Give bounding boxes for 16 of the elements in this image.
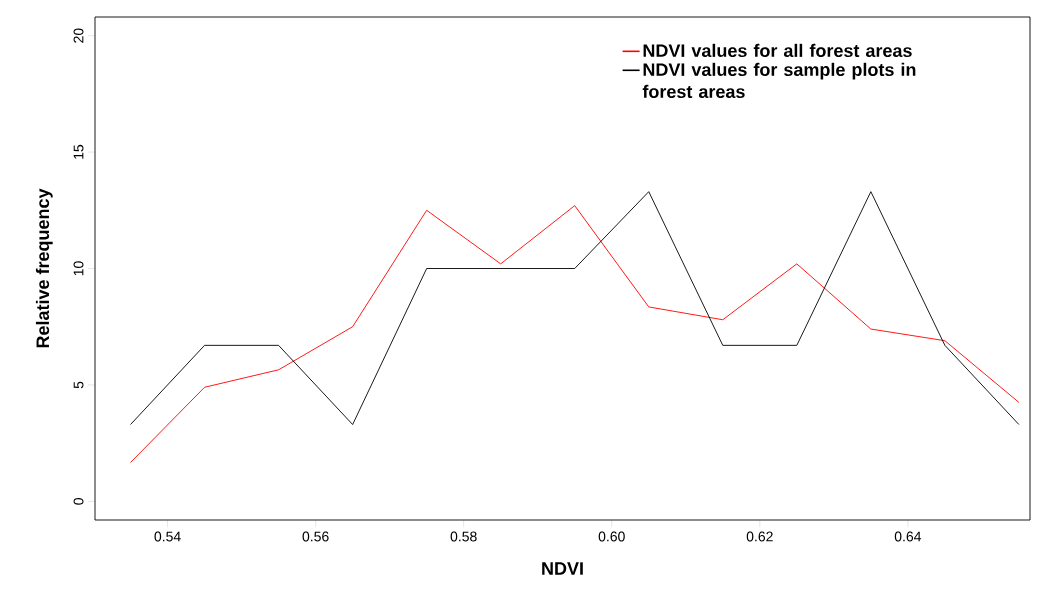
x-tick-label: 0.64 (894, 531, 922, 542)
x-axis-title: NDVI (542, 562, 583, 575)
y-tick-label: 5 (73, 381, 84, 389)
x-tick-label: 0.58 (450, 531, 477, 542)
x-tick-label: 0.54 (154, 531, 181, 542)
y-tick-label: 20 (73, 28, 84, 43)
x-tick-label: 0.56 (302, 531, 329, 542)
y-tick-label: 15 (73, 144, 84, 159)
line-series (130, 205, 1020, 463)
legend-label: NDVI values for sample plots in forest areas (642, 62, 916, 99)
x-tick-label: 0.62 (746, 531, 773, 542)
y-tick-label: 0 (73, 498, 84, 505)
legend-label: NDVI values for all forest areas (643, 43, 912, 58)
x-tick-label: 0.60 (598, 531, 625, 542)
y-axis-title: Relative frequency (35, 188, 53, 348)
y-tick-label: 10 (73, 261, 84, 276)
